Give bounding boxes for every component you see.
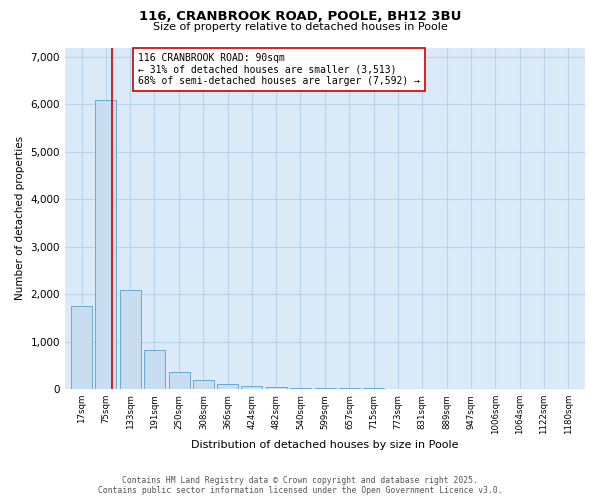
Text: 116 CRANBROOK ROAD: 90sqm
← 31% of detached houses are smaller (3,513)
68% of se: 116 CRANBROOK ROAD: 90sqm ← 31% of detac… [138,52,420,86]
Bar [193,380,214,389]
X-axis label: Distribution of detached houses by size in Poole: Distribution of detached houses by size … [191,440,459,450]
Bar [241,386,262,389]
Y-axis label: Number of detached properties: Number of detached properties [15,136,25,300]
Bar [290,388,311,389]
Bar [388,388,409,389]
Bar [266,387,287,389]
Text: Size of property relative to detached houses in Poole: Size of property relative to detached ho… [152,22,448,32]
Bar [217,384,238,389]
Text: 116, CRANBROOK ROAD, POOLE, BH12 3BU: 116, CRANBROOK ROAD, POOLE, BH12 3BU [139,10,461,23]
Text: Contains HM Land Registry data © Crown copyright and database right 2025.
Contai: Contains HM Land Registry data © Crown c… [98,476,502,495]
Bar [71,306,92,389]
Bar [95,100,116,389]
Bar [315,388,335,389]
Bar [363,388,384,389]
Bar [120,290,140,389]
Bar [169,372,190,389]
Bar [144,350,165,389]
Bar [339,388,360,389]
